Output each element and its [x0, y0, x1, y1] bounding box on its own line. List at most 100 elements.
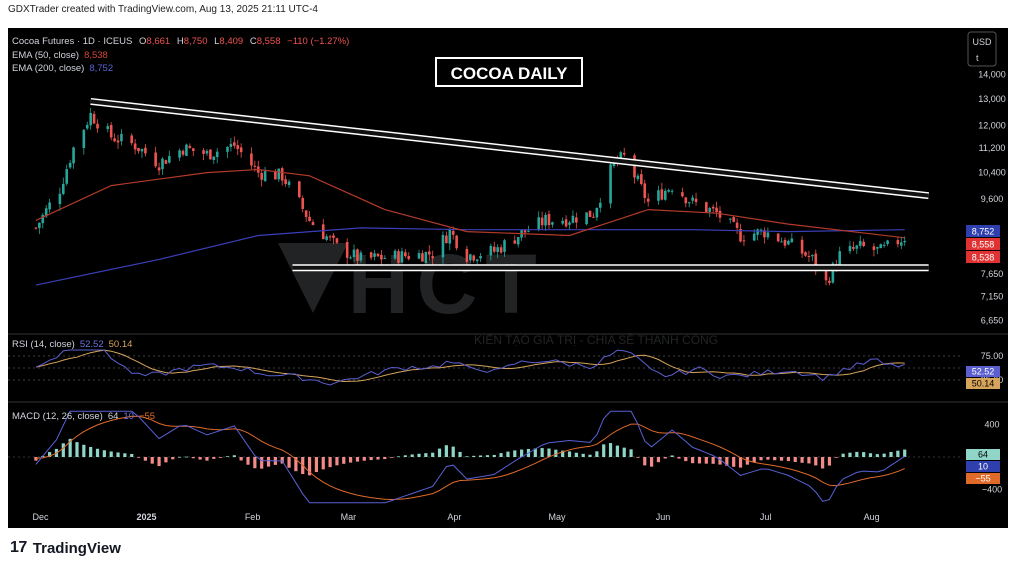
macd-histogram-bar[interactable]: [711, 457, 715, 464]
macd-histogram-bar[interactable]: [143, 457, 147, 461]
ema200-line[interactable]: [35, 227, 905, 286]
macd-histogram-bar[interactable]: [355, 457, 360, 462]
macd-histogram-bar[interactable]: [574, 452, 578, 457]
macd-histogram-bar[interactable]: [533, 448, 537, 457]
candle-body[interactable]: [417, 253, 421, 259]
macd-histogram-bar[interactable]: [82, 444, 86, 457]
candle-body[interactable]: [684, 197, 688, 204]
currency-button-frame[interactable]: [967, 31, 997, 67]
candle-body[interactable]: [899, 242, 903, 246]
candle-body[interactable]: [185, 144, 188, 156]
candle-body[interactable]: [814, 253, 818, 269]
candle-body[interactable]: [407, 256, 411, 260]
macd-histogram-bar[interactable]: [554, 449, 558, 457]
candle-body[interactable]: [694, 198, 698, 203]
macd-histogram-bar[interactable]: [670, 455, 674, 457]
candle-body[interactable]: [229, 143, 233, 147]
macd-histogram-bar[interactable]: [130, 453, 134, 457]
macd-histogram-bar[interactable]: [677, 457, 681, 459]
candle-body[interactable]: [858, 240, 862, 246]
candle-body[interactable]: [489, 245, 493, 256]
candle-body[interactable]: [92, 113, 96, 124]
candle-body[interactable]: [157, 167, 161, 171]
macd-histogram-bar[interactable]: [424, 453, 428, 457]
candle-body[interactable]: [359, 252, 363, 261]
macd-histogram-bar[interactable]: [123, 453, 127, 457]
candle-body[interactable]: [424, 252, 428, 263]
macd-line[interactable]: [35, 410, 905, 504]
macd-histogram-bar[interactable]: [239, 457, 243, 461]
candle-body[interactable]: [106, 126, 110, 130]
candle-body[interactable]: [421, 253, 424, 262]
macd-histogram-bar[interactable]: [109, 451, 113, 457]
macd-histogram-bar[interactable]: [205, 457, 209, 461]
candle-body[interactable]: [852, 246, 855, 249]
macd-histogram-bar[interactable]: [691, 457, 695, 464]
candle-body[interactable]: [516, 236, 520, 245]
candle-body[interactable]: [38, 222, 41, 228]
candle-body[interactable]: [585, 212, 588, 225]
candle-body[interactable]: [130, 135, 134, 144]
candle-body[interactable]: [537, 217, 541, 230]
macd-histogram-bar[interactable]: [390, 457, 394, 458]
candle-body[interactable]: [120, 133, 123, 142]
candle-body[interactable]: [711, 206, 715, 209]
macd-histogram-bar[interactable]: [164, 457, 168, 463]
macd-histogram-bar[interactable]: [595, 451, 599, 457]
candle-body[interactable]: [588, 210, 592, 218]
candle-body[interactable]: [181, 150, 185, 155]
macd-histogram-bar[interactable]: [520, 449, 524, 457]
candle-body[interactable]: [274, 171, 277, 180]
candle-body[interactable]: [284, 179, 287, 184]
candle-body[interactable]: [393, 250, 397, 259]
macd-histogram-bar[interactable]: [444, 445, 448, 457]
macd-histogram-bar[interactable]: [246, 457, 250, 465]
candle-body[interactable]: [215, 151, 219, 157]
candle-body[interactable]: [824, 267, 828, 281]
macd-histogram-bar[interactable]: [260, 457, 264, 469]
macd-histogram-bar[interactable]: [410, 454, 414, 457]
candle-body[interactable]: [48, 202, 51, 210]
candle-body[interactable]: [263, 171, 267, 181]
candle-body[interactable]: [670, 190, 674, 192]
macd-histogram-bar[interactable]: [636, 457, 640, 458]
candle-body[interactable]: [431, 256, 434, 259]
candle-body[interactable]: [705, 202, 708, 213]
candle-body[interactable]: [776, 233, 780, 242]
macd-histogram-bar[interactable]: [437, 448, 442, 457]
candle-body[interactable]: [640, 174, 643, 185]
macd-histogram-bar[interactable]: [48, 452, 52, 457]
candle-body[interactable]: [321, 224, 325, 240]
macd-histogram-bar[interactable]: [841, 453, 845, 457]
macd-histogram-bar[interactable]: [314, 457, 319, 473]
macd-histogram-bar[interactable]: [34, 457, 38, 461]
candle-body[interactable]: [352, 249, 356, 258]
macd-histogram-bar[interactable]: [191, 457, 195, 459]
macd-histogram-bar[interactable]: [793, 457, 797, 463]
candle-body[interactable]: [280, 168, 284, 181]
macd-histogram-bar[interactable]: [704, 457, 708, 464]
macd-histogram-bar[interactable]: [697, 457, 702, 464]
macd-histogram-bar[interactable]: [615, 445, 619, 457]
macd-histogram-bar[interactable]: [868, 453, 873, 457]
macd-histogram-bar[interactable]: [656, 457, 661, 463]
macd-histogram-bar[interactable]: [177, 456, 182, 458]
candle-body[interactable]: [663, 190, 667, 200]
candle-body[interactable]: [239, 147, 243, 153]
candle-body[interactable]: [44, 208, 48, 217]
candle-body[interactable]: [739, 228, 742, 242]
candle-body[interactable]: [89, 112, 92, 126]
candle-body[interactable]: [828, 280, 831, 283]
candle-body[interactable]: [311, 221, 315, 226]
candle-body[interactable]: [592, 216, 595, 218]
macd-histogram-bar[interactable]: [349, 457, 353, 463]
macd-histogram-bar[interactable]: [232, 455, 236, 457]
candle-body[interactable]: [646, 198, 650, 202]
candle-body[interactable]: [479, 256, 482, 259]
candle-body[interactable]: [62, 183, 65, 194]
macd-histogram-bar[interactable]: [68, 438, 72, 457]
candle-body[interactable]: [523, 230, 527, 233]
candle-body[interactable]: [400, 251, 404, 263]
macd-histogram-bar[interactable]: [383, 457, 387, 460]
macd-histogram-bar[interactable]: [150, 457, 154, 464]
